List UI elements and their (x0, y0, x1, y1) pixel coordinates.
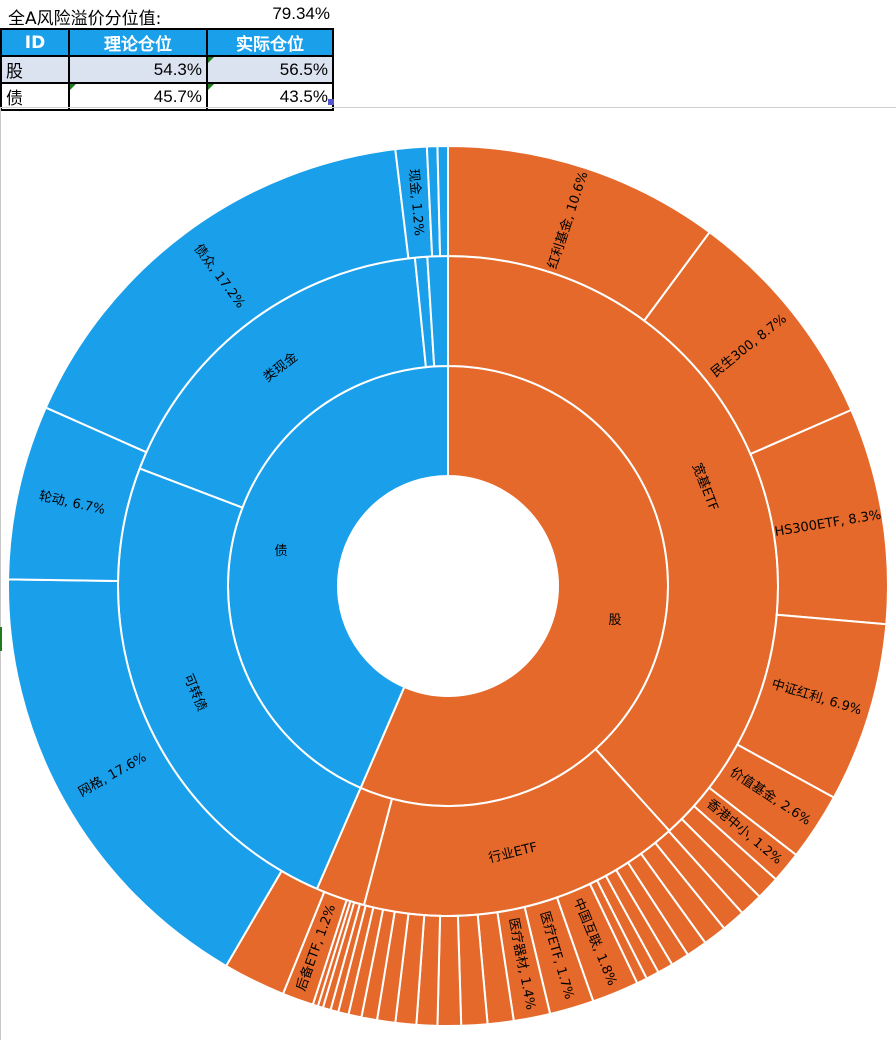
inner-ring-label: 债 (275, 544, 288, 559)
risk-premium-label: 全A风险溢价分位值: (8, 9, 162, 29)
cell-id[interactable]: 债 (0, 82, 70, 111)
column-header-actual[interactable]: 实际仓位 (206, 28, 334, 57)
column-divider (0, 108, 1, 1040)
allocation-table: ID 理论仓位 实际仓位 股 54.3% 56.5% 债 45.7% 43.5% (0, 28, 334, 111)
cell-actual-value: 43.5% (279, 86, 328, 106)
spreadsheet-header: 全A风险溢价分位值: 79.34% ID 理论仓位 实际仓位 股 54.3% 5… (0, 0, 896, 111)
error-indicator-icon (208, 84, 214, 90)
error-indicator-icon (70, 84, 76, 90)
cell-actual[interactable]: 56.5% (206, 55, 334, 84)
table-header-row: ID 理论仓位 实际仓位 (0, 28, 334, 57)
risk-premium-row: 全A风险溢价分位值: 79.34% (0, 0, 332, 29)
cell-theory-value: 45.7% (153, 86, 202, 106)
outer-ring-segment[interactable] (436, 914, 463, 1027)
cell-theory[interactable]: 45.7% (68, 82, 208, 111)
column-header-theory[interactable]: 理论仓位 (68, 28, 208, 57)
risk-premium-value: 79.34% (272, 4, 330, 23)
row-divider (0, 107, 896, 108)
segment-layer (7, 144, 889, 1027)
selection-marker (0, 627, 2, 651)
cell-actual-value: 56.5% (279, 59, 328, 79)
outer-ring-label: 现金, 1.2% (405, 168, 427, 236)
cell-id[interactable]: 股 (0, 55, 70, 84)
table-row: 股 54.3% 56.5% (0, 55, 334, 84)
cell-theory-value: 54.3% (153, 59, 202, 79)
inner-ring-label: 股 (608, 613, 621, 628)
outer-ring-segment[interactable] (436, 144, 449, 258)
error-indicator-icon (208, 57, 214, 63)
fill-handle[interactable] (328, 99, 334, 105)
table-row: 债 45.7% 43.5% (0, 82, 334, 111)
cell-actual[interactable]: 43.5% (206, 82, 334, 111)
column-header-id[interactable]: ID (0, 28, 70, 57)
cell-theory[interactable]: 54.3% (68, 55, 208, 84)
